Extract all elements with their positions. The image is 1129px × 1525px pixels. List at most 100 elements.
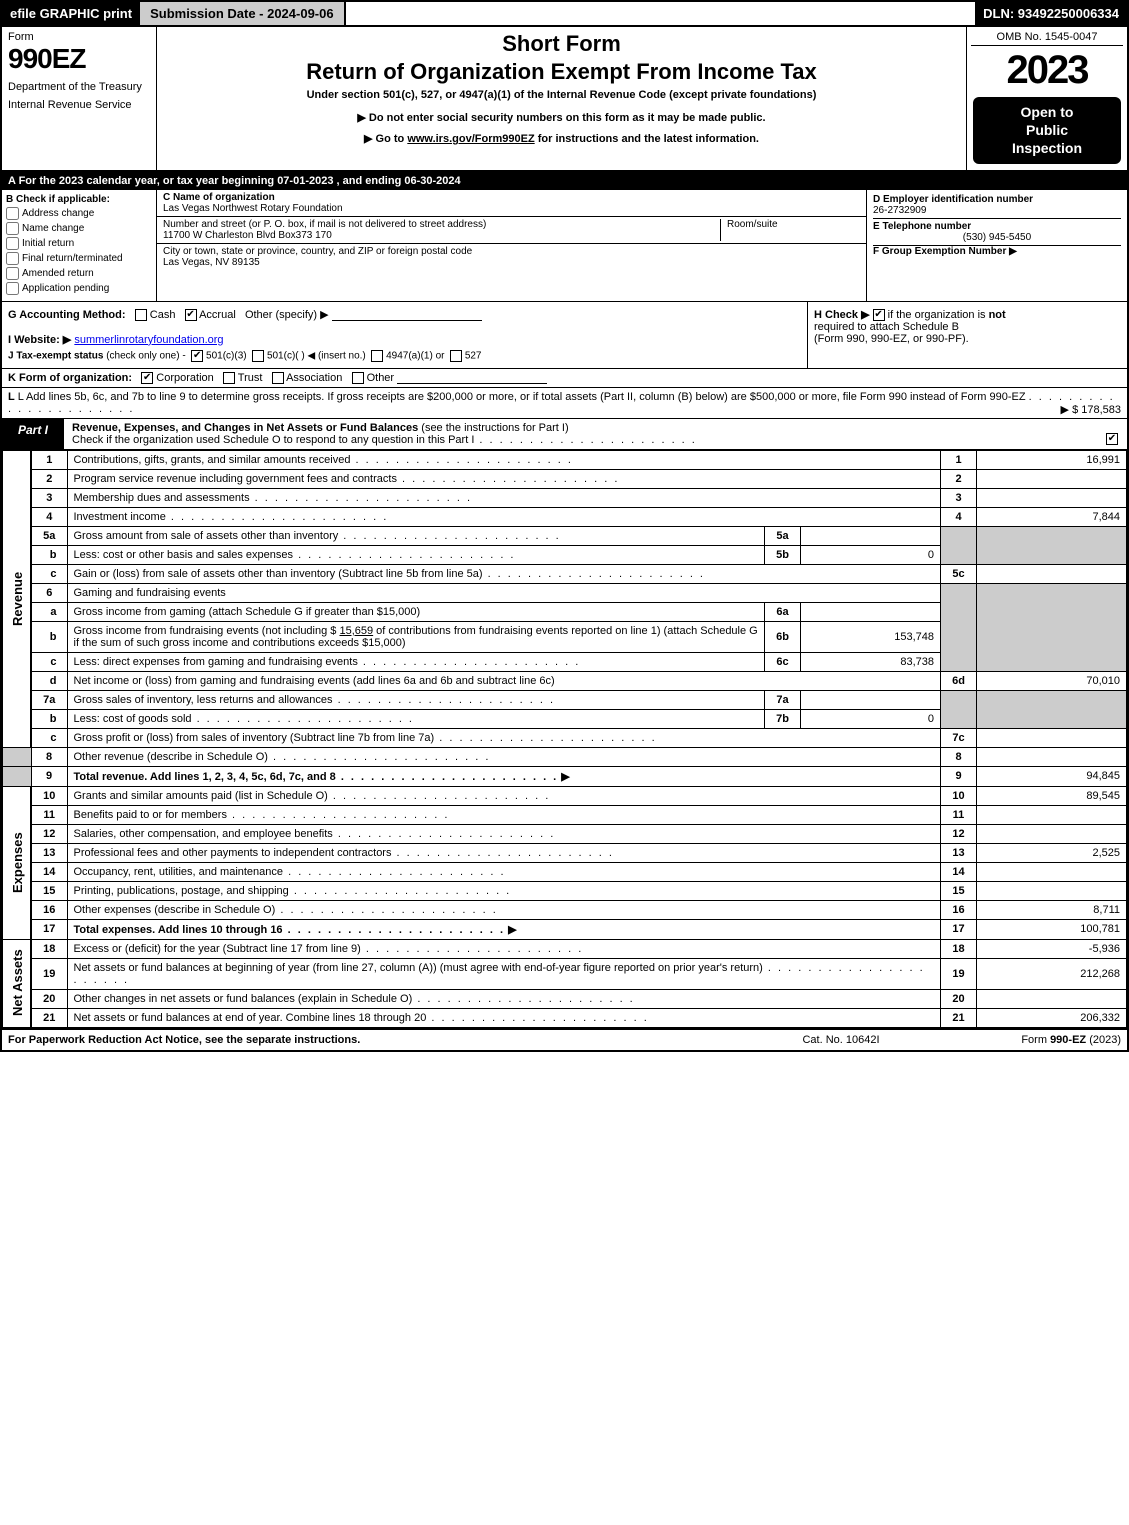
tel-block: E Telephone number (530) 945-5450 — [873, 219, 1121, 246]
line-5a: 5a Gross amount from sale of assets othe… — [3, 526, 1127, 545]
line-4-amt: 7,844 — [977, 507, 1127, 526]
tel-value: (530) 945-5450 — [873, 232, 1121, 243]
line-9-amt: 94,845 — [977, 766, 1127, 786]
accounting-other-blank[interactable] — [332, 309, 482, 321]
street-label: Number and street (or P. O. box, if mail… — [163, 219, 486, 230]
col-d-ein-tel: D Employer identification number 26-2732… — [867, 190, 1127, 301]
chk-other-org[interactable] — [352, 372, 364, 384]
goto-post: for instructions and the latest informat… — [535, 133, 759, 145]
topbar-spacer — [346, 2, 976, 25]
tax-year: 2023 — [971, 46, 1123, 95]
header-center: Short Form Return of Organization Exempt… — [157, 27, 967, 170]
org-name: Las Vegas Northwest Rotary Foundation — [163, 203, 343, 214]
line-6b-val: 153,748 — [801, 621, 941, 652]
chk-name-change[interactable]: Name change — [6, 222, 152, 235]
header-right: OMB No. 1545-0047 2023 Open to Public In… — [967, 27, 1127, 170]
chk-cash[interactable] — [135, 309, 147, 321]
line-3: 3 Membership dues and assessments 3 — [3, 488, 1127, 507]
col-c-org-info: C Name of organization Las Vegas Northwe… — [157, 190, 867, 301]
chk-accrual[interactable] — [185, 309, 197, 321]
chk-amended-return[interactable]: Amended return — [6, 267, 152, 280]
row-l-gross-receipts: L L Add lines 5b, 6c, and 7b to line 9 t… — [2, 388, 1127, 419]
chk-527[interactable] — [450, 350, 462, 362]
top-bar: efile GRAPHIC print Submission Date - 20… — [2, 2, 1127, 27]
line-8: 8 Other revenue (describe in Schedule O)… — [3, 747, 1127, 766]
row-g-accounting: G Accounting Method: Cash Accrual Other … — [2, 302, 807, 368]
chk-final-return[interactable]: Final return/terminated — [6, 252, 152, 265]
dept-treasury: Department of the Treasury — [8, 81, 150, 93]
form-header: Form 990EZ Department of the Treasury In… — [2, 27, 1127, 172]
chk-schedule-b[interactable] — [873, 309, 885, 321]
tel-label: E Telephone number — [873, 221, 1121, 232]
line-13: 13 Professional fees and other payments … — [3, 843, 1127, 862]
line-19: 19 Net assets or fund balances at beginn… — [3, 958, 1127, 989]
chk-application-pending[interactable]: Application pending — [6, 282, 152, 295]
chk-association[interactable] — [272, 372, 284, 384]
part-i-table: Revenue 1 Contributions, gifts, grants, … — [2, 450, 1127, 1028]
line-11: 11 Benefits paid to or for members 11 — [3, 805, 1127, 824]
goto-link[interactable]: www.irs.gov/Form990EZ — [407, 133, 534, 145]
line-17-amt: 100,781 — [977, 919, 1127, 939]
chk-501c3[interactable] — [191, 350, 203, 362]
under-section: Under section 501(c), 527, or 4947(a)(1)… — [165, 89, 958, 101]
line-6d-amt: 70,010 — [977, 671, 1127, 690]
line-19-amt: 212,268 — [977, 958, 1127, 989]
city-row: City or town, state or province, country… — [157, 244, 866, 270]
line-17: 17 Total expenses. Add lines 10 through … — [3, 919, 1127, 939]
form-990ez-page: efile GRAPHIC print Submission Date - 20… — [0, 0, 1129, 1052]
h-label: H Check ▶ — [814, 309, 870, 321]
line-1-amt: 16,991 — [977, 450, 1127, 469]
row-g-h: G Accounting Method: Cash Accrual Other … — [2, 302, 1127, 369]
line-5b-val: 0 — [801, 545, 941, 564]
line-7c: c Gross profit or (loss) from sales of i… — [3, 728, 1127, 747]
accounting-label: G Accounting Method: — [8, 309, 126, 321]
line-13-amt: 2,525 — [977, 843, 1127, 862]
chk-address-change[interactable]: Address change — [6, 207, 152, 220]
part-i-label: Part I — [2, 419, 64, 449]
footer-formref: Form 990-EZ (2023) — [941, 1034, 1121, 1046]
chk-4947[interactable] — [371, 350, 383, 362]
expenses-vlabel: Expenses — [3, 786, 32, 939]
omb-number: OMB No. 1545-0047 — [971, 31, 1123, 46]
part-i-checkbox[interactable] — [1097, 419, 1127, 449]
line-16-amt: 8,711 — [977, 900, 1127, 919]
form-org-label: K Form of organization: — [8, 372, 132, 384]
ein-value: 26-2732909 — [873, 205, 1121, 216]
line-2: 2 Program service revenue including gove… — [3, 469, 1127, 488]
chk-initial-return[interactable]: Initial return — [6, 237, 152, 250]
ein-block: D Employer identification number 26-2732… — [873, 192, 1121, 219]
line-14: 14 Occupancy, rent, utilities, and maint… — [3, 862, 1127, 881]
org-name-label: C Name of organization — [163, 192, 275, 203]
part-i-title: Revenue, Expenses, and Changes in Net As… — [64, 419, 1097, 449]
page-footer: For Paperwork Reduction Act Notice, see … — [2, 1028, 1127, 1050]
other-org-blank[interactable] — [397, 372, 547, 384]
row-a-tax-year: A For the 2023 calendar year, or tax yea… — [2, 172, 1127, 190]
submission-date: Submission Date - 2024-09-06 — [140, 2, 346, 25]
line-21-amt: 206,332 — [977, 1008, 1127, 1027]
ein-label: D Employer identification number — [873, 194, 1121, 205]
goto-pre: ▶ Go to — [364, 133, 407, 145]
open-line3: Inspection — [977, 139, 1117, 157]
city-value: Las Vegas, NV 89135 — [163, 257, 260, 268]
chk-501c[interactable] — [252, 350, 264, 362]
line-15: 15 Printing, publications, postage, and … — [3, 881, 1127, 900]
line-16: 16 Other expenses (describe in Schedule … — [3, 900, 1127, 919]
line-6c-val: 83,738 — [801, 652, 941, 671]
org-name-row: C Name of organization Las Vegas Northwe… — [157, 190, 866, 217]
short-form-title: Short Form — [165, 31, 958, 57]
chk-corporation[interactable] — [141, 372, 153, 384]
chk-trust[interactable] — [223, 372, 235, 384]
line-20: 20 Other changes in net assets or fund b… — [3, 989, 1127, 1008]
group-exemption: F Group Exemption Number ▶ — [873, 246, 1121, 257]
website-link[interactable]: summerlinrotaryfoundation.org — [74, 334, 223, 346]
open-to-public: Open to Public Inspection — [973, 97, 1121, 164]
line-4: 4 Investment income 4 7,844 — [3, 507, 1127, 526]
ssn-warning: ▶ Do not enter social security numbers o… — [165, 111, 958, 124]
row-l-text: L Add lines 5b, 6c, and 7b to line 9 to … — [18, 391, 1026, 403]
line-6d: d Net income or (loss) from gaming and f… — [3, 671, 1127, 690]
line-7a: 7a Gross sales of inventory, less return… — [3, 690, 1127, 709]
line-1: Revenue 1 Contributions, gifts, grants, … — [3, 450, 1127, 469]
col-b-header: B Check if applicable: — [6, 194, 152, 205]
section-b-c-d: B Check if applicable: Address change Na… — [2, 190, 1127, 302]
line-10: Expenses 10 Grants and similar amounts p… — [3, 786, 1127, 805]
